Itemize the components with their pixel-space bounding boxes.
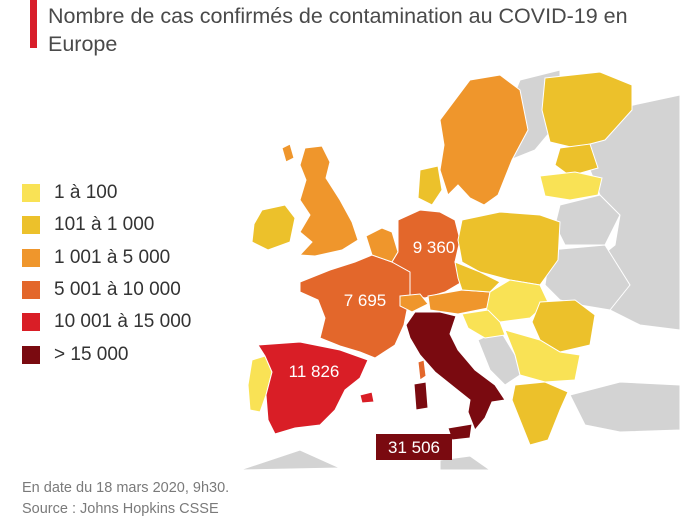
legend-item: 1 à 100 [22,177,191,209]
legend-label: 5 001 à 10 000 [54,279,181,301]
legend-swatch [22,184,40,203]
legend-item: > 15 000 [22,338,191,370]
label-spain: 11 826 [289,362,340,381]
country-spain [257,341,369,435]
country-romania [531,299,596,353]
island-baleares [359,391,375,404]
footer-date: En date du 18 mars 2020, 9h30. [22,480,230,496]
country-italy [405,311,506,431]
footer: En date du 18 mars 2020, 9h30. Source : … [22,478,229,520]
legend-swatch [22,216,40,235]
legend-swatch [22,345,40,364]
legend: 1 à 100 101 à 1 000 1 001 à 5 000 5 001 … [22,177,191,371]
page-title: Nombre de cas confirmés de contamination… [48,4,628,56]
europe-map: 31 506 9 360 7 695 11 826 [239,69,680,470]
country-latvia-lithuania [539,171,603,201]
region-north-africa-east [439,455,491,470]
legend-swatch [22,248,40,267]
country-finland [541,71,633,149]
region-ukraine [544,244,631,311]
legend-item: 5 001 à 10 000 [22,274,191,306]
legend-label: 1 001 à 5 000 [54,246,171,268]
country-greece [511,381,569,446]
legend-swatch [22,281,40,300]
label-box-italy-bg [376,434,452,460]
legend-item: 10 001 à 15 000 [22,306,191,338]
legend-item: 1 001 à 5 000 [22,242,191,274]
label-italy: 31 506 [388,438,440,457]
legend-label: 10 001 à 15 000 [54,311,192,333]
country-ireland [251,204,296,251]
legend-swatch [22,313,40,332]
country-france [299,254,413,359]
legend-label: 101 à 1 000 [54,214,155,236]
region-turkey [569,381,680,433]
country-denmark [417,165,443,206]
legend-label: 1 à 100 [54,182,118,204]
title-accent-bar [30,0,37,48]
country-switzerland [399,293,429,313]
country-germany [391,209,463,299]
country-croatia-slovenia [461,309,506,339]
label-germany: 9 360 [413,238,456,257]
label-box-italy: 31 506 [376,434,452,460]
country-bulgaria-serbia [504,329,581,383]
region-north-africa [239,449,341,470]
island-corsica [417,359,427,381]
country-estonia [554,143,599,177]
country-united-kingdom [298,145,359,257]
legend-label: > 15 000 [54,343,129,365]
legend-item: 101 à 1 000 [22,209,191,241]
label-france: 7 695 [344,291,387,310]
country-norway-sweden [439,74,529,206]
island-sardinia [413,381,429,411]
island-shetland [281,143,295,163]
